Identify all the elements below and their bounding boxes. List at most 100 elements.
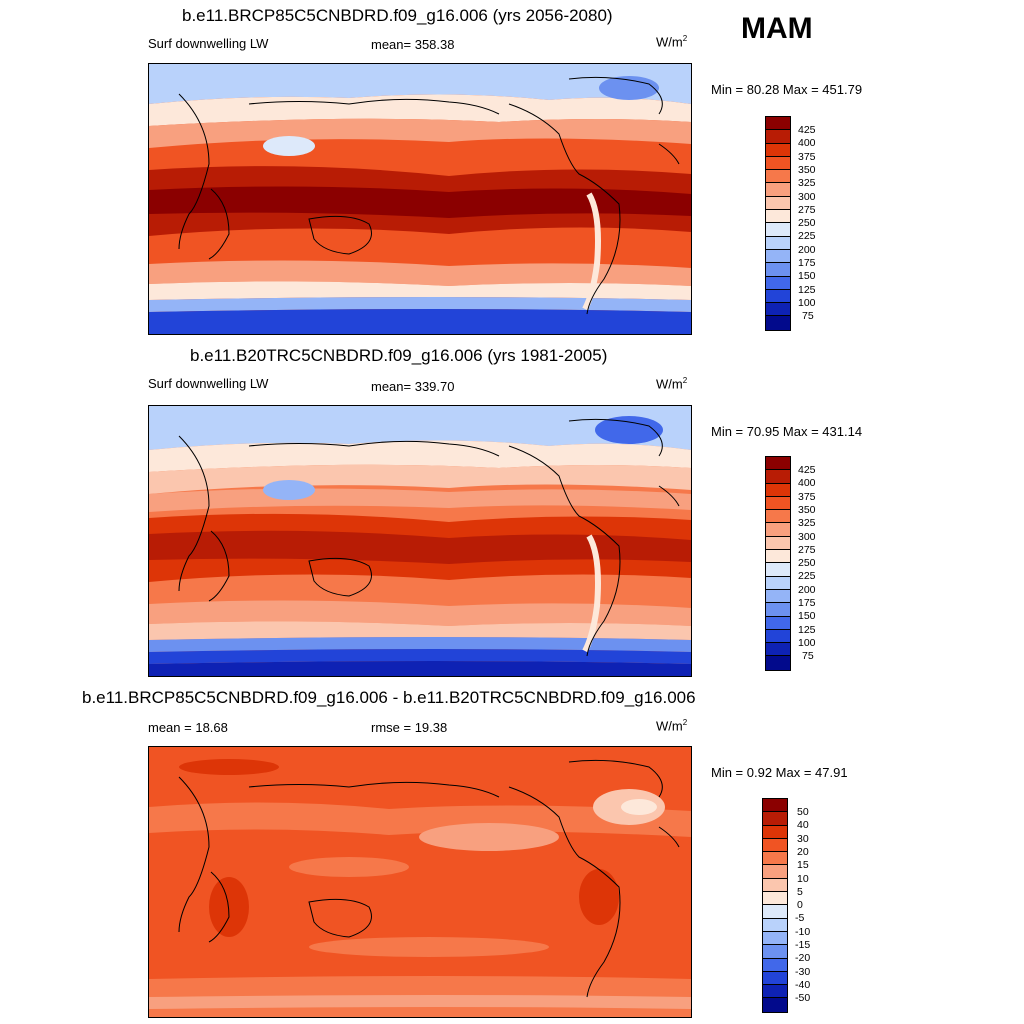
panel-3-colorbar-label: 30 xyxy=(797,833,809,845)
panel-2-colorbar-label: 425 xyxy=(798,464,816,476)
panel-2-variable-label: Surf downwelling LW xyxy=(148,376,269,391)
panel-3-rmse-label: rmse = 19.38 xyxy=(371,720,448,735)
panel-3-colorbar-box xyxy=(763,958,787,972)
panel-1-colorbar-box xyxy=(766,223,790,237)
panel-3-colorbar-box xyxy=(763,878,787,893)
panel-3-colorbar-box xyxy=(763,865,787,879)
panel-3-colorbar-box xyxy=(763,852,787,866)
panel-3-colorbar-box xyxy=(763,931,787,946)
panel-1-colorbar-label: 225 xyxy=(798,230,816,242)
panel-2-colorbar-label: 275 xyxy=(798,544,816,556)
panel-2-colorbar-label: 325 xyxy=(798,517,816,529)
panel-3-colorbar-box xyxy=(763,971,787,986)
panel-3-title: b.e11.BRCP85C5CNBDRD.f09_g16.006 - b.e11… xyxy=(82,688,696,707)
panel-1-units: W/m2 xyxy=(656,34,688,50)
panel-1-colorbar-box xyxy=(766,170,790,184)
panel-2-colorbar-label: 75 xyxy=(802,650,814,662)
panel-3-colorbar-box xyxy=(763,918,787,932)
panel-2-colorbar-label: 300 xyxy=(798,531,816,543)
panel-2-colorbar-box xyxy=(766,470,790,484)
panel-1-colorbar-label: 400 xyxy=(798,137,816,149)
panel-3-colorbar-label: -15 xyxy=(795,939,811,951)
panel-2-colorbar-box xyxy=(766,563,790,577)
panel-2-colorbar-box xyxy=(766,550,790,564)
panel-3-colorbar-label: 50 xyxy=(797,806,809,818)
panel-1-colorbar-box xyxy=(766,236,790,250)
panel-2-colorbar-label: 375 xyxy=(798,491,816,503)
panel-3-colorbar-box xyxy=(763,892,787,906)
panel-2-colorbar xyxy=(765,456,791,671)
panel-1-variable-label: Surf downwelling LW xyxy=(148,36,269,51)
panel-2-map xyxy=(148,405,692,677)
panel-2-units: W/m2 xyxy=(656,376,688,392)
panel-1-map xyxy=(148,63,692,335)
panel-2-colorbar-box xyxy=(766,643,790,657)
panel-3-colorbar-label: 20 xyxy=(797,846,809,858)
panel-2-colorbar-box xyxy=(766,536,790,551)
panel-1-mean-label: mean= 358.38 xyxy=(371,37,455,52)
panel-2-colorbar-box xyxy=(766,510,790,524)
panel-1-colorbar-box xyxy=(766,263,790,277)
panel-1-colorbar-label: 250 xyxy=(798,217,816,229)
panel-3-colorbar-label: 10 xyxy=(797,873,809,885)
panel-1-colorbar-label: 375 xyxy=(798,151,816,163)
panel-2-colorbar-label: 200 xyxy=(798,584,816,596)
panel-1-colorbar-box xyxy=(766,130,790,144)
panel-2-colorbar-box xyxy=(766,589,790,604)
panel-1-colorbar-box xyxy=(766,156,790,171)
panel-2-colorbar-box xyxy=(766,523,790,537)
panel-2-colorbar-box xyxy=(766,576,790,590)
panel-1-colorbar-box xyxy=(766,196,790,211)
panel-2-colorbar-label: 125 xyxy=(798,624,816,636)
panel-1-colorbar-label: 325 xyxy=(798,177,816,189)
panel-2-colorbar-label: 225 xyxy=(798,570,816,582)
panel-3-colorbar-label: -30 xyxy=(795,966,811,978)
panel-3-colorbar-box xyxy=(763,812,787,826)
panel-3-colorbar-label: 0 xyxy=(797,899,803,911)
panel-3-colorbar-box xyxy=(763,825,787,839)
panel-2-title: b.e11.B20TRC5CNBDRD.f09_g16.006 (yrs 198… xyxy=(190,346,608,365)
panel-2-colorbar-box xyxy=(766,656,790,670)
panel-3-colorbar-box xyxy=(763,998,787,1012)
panel-1-minmax: Min = 80.28 Max = 451.79 xyxy=(711,82,863,97)
season-title: MAM xyxy=(741,12,813,45)
panel-3-colorbar-label: -40 xyxy=(795,979,811,991)
panel-1-colorbar-label: 75 xyxy=(802,310,814,322)
panel-2-colorbar-label: 175 xyxy=(798,597,816,609)
panel-1-colorbar-label: 125 xyxy=(798,284,816,296)
panel-3-minmax: Min = 0.92 Max = 47.91 xyxy=(711,765,848,780)
panel-2-colorbar-box xyxy=(766,603,790,617)
panel-3-colorbar-label: 15 xyxy=(797,859,809,871)
panel-3-units: W/m2 xyxy=(656,718,688,734)
panel-1-colorbar-box xyxy=(766,303,790,317)
panel-3-colorbar-label: -5 xyxy=(795,912,805,924)
panel-1-colorbar-box xyxy=(766,289,790,304)
panel-1-colorbar-box xyxy=(766,117,790,131)
panel-1-colorbar-box xyxy=(766,276,790,290)
panel-2-mean-label: mean= 339.70 xyxy=(371,379,455,394)
panel-3-colorbar-label: 5 xyxy=(797,886,803,898)
panel-2-colorbar-box xyxy=(766,496,790,511)
panel-1-colorbar-box xyxy=(766,316,790,330)
panel-3-colorbar-box xyxy=(763,985,787,999)
panel-3-colorbar-label: -10 xyxy=(795,926,811,938)
panel-3-colorbar-box xyxy=(763,838,787,853)
panel-1-colorbar-label: 350 xyxy=(798,164,816,176)
panel-2-colorbar-label: 100 xyxy=(798,637,816,649)
panel-3-colorbar-label: 40 xyxy=(797,819,809,831)
panel-1-title: b.e11.BRCP85C5CNBDRD.f09_g16.006 (yrs 20… xyxy=(182,6,613,25)
panel-1-colorbar xyxy=(765,116,791,331)
panel-1-colorbar-label: 275 xyxy=(798,204,816,216)
panel-3-colorbar xyxy=(762,798,788,1013)
panel-2-colorbar-box xyxy=(766,616,790,630)
panel-1-colorbar-label: 100 xyxy=(798,297,816,309)
panel-1-colorbar-label: 200 xyxy=(798,244,816,256)
panel-1-colorbar-label: 150 xyxy=(798,270,816,282)
panel-3-colorbar-label: -50 xyxy=(795,992,811,1004)
panel-1-colorbar-label: 425 xyxy=(798,124,816,136)
panel-2-colorbar-label: 250 xyxy=(798,557,816,569)
panel-1-colorbar-box xyxy=(766,210,790,224)
panel-3-colorbar-box xyxy=(763,945,787,959)
panel-1-colorbar-box xyxy=(766,249,790,264)
panel-2-colorbar-box xyxy=(766,457,790,471)
